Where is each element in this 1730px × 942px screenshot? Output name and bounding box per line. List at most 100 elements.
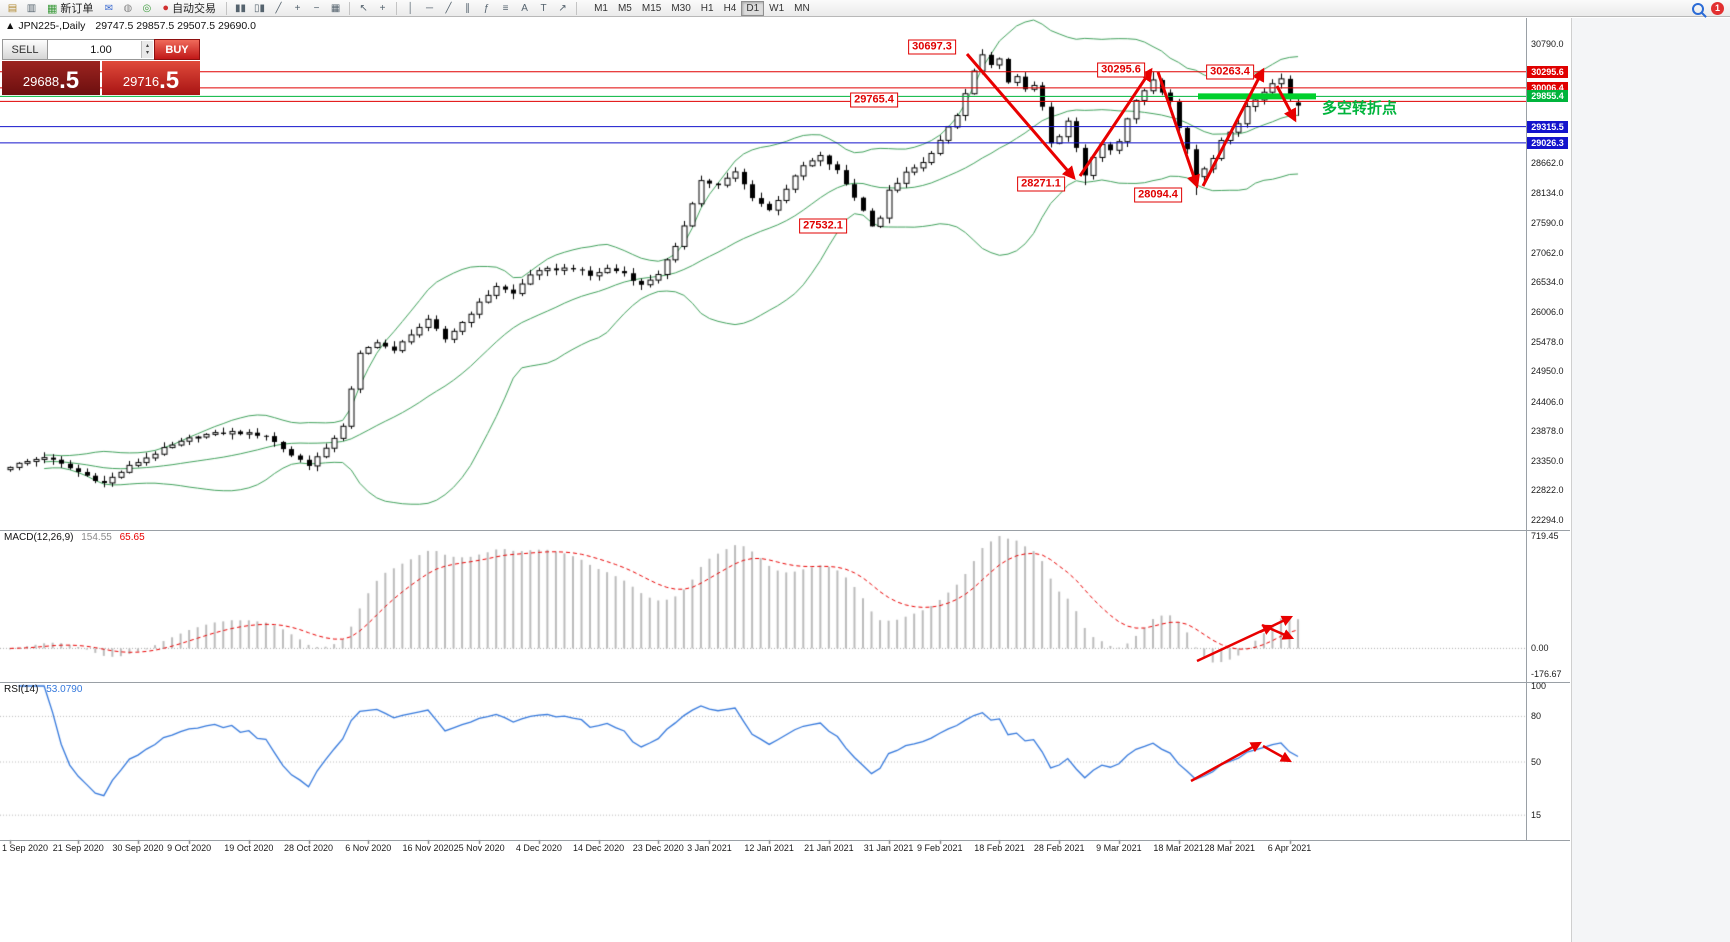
time-axis-label: 9 Mar 2021 [1096,843,1142,853]
price-annotation-28094.4[interactable]: 28094.4 [1134,187,1182,203]
toolbar-separator [226,1,228,15]
autotrade-button[interactable]: ● 自动交易 [157,1,221,16]
rsi-name: RSI(14) [4,684,39,695]
price-axis-badge-support: 29315.5 [1527,120,1568,133]
price-axis-badge-resistance: 30295.6 [1527,65,1568,78]
new-order-button-label: 新订单 [60,3,94,15]
candlestick-type-icon[interactable]: ▯▮ [254,2,266,14]
time-axis-label: 28 Feb 2021 [1033,843,1085,853]
price-annotation-30697.3[interactable]: 30697.3 [908,39,956,55]
market-watch-icon[interactable]: ✉ [104,2,114,14]
label-icon[interactable]: T [540,2,547,14]
price-axis-label: 23878.0 [1531,426,1564,437]
sell-price-frac: .5 [59,67,80,94]
rsi-value: 53.0790 [46,684,83,695]
toolbar-separator [576,1,578,15]
new-order-button[interactable]: ▦ 新订单 [42,1,98,16]
price-annotation-27532.1[interactable]: 27532.1 [799,218,847,234]
sell-price-panel[interactable]: 29688 .5 [2,61,100,95]
macd-panel-separator[interactable] [0,530,1570,531]
new-chart-icon[interactable]: ▤ [7,2,18,14]
profiles-icon[interactable]: ▥ [26,2,37,14]
rsi-scale-label: 80 [1531,711,1542,722]
price-axis-badge-support: 29026.3 [1527,136,1568,149]
trendline-icon[interactable]: ╱ [445,2,452,14]
buy-price-panel[interactable]: 29716 .5 [102,61,200,95]
time-axis-label: 21 Jan 2021 [804,843,854,853]
timeframe-d1[interactable]: D1 [741,0,765,16]
time-axis-label: 3 Jan 2021 [687,843,732,853]
search-icon[interactable] [1692,2,1704,15]
time-axis-label: 4 Dec 2020 [515,843,562,853]
shapes-icon[interactable]: ≡ [502,2,509,14]
text-icon[interactable]: A [521,2,528,14]
price-annotation-29765.4[interactable]: 29765.4 [850,92,898,108]
buy-button[interactable]: BUY [154,39,200,60]
arrow-tool-icon[interactable]: ↗ [558,2,567,14]
price-annotation-30263.4[interactable]: 30263.4 [1206,64,1254,80]
timeframe-h4[interactable]: H4 [723,2,737,14]
rsi-panel-separator[interactable] [0,682,1570,683]
timeframe-m5[interactable]: M5 [617,2,632,14]
toolbar-separator [349,1,351,15]
channel-icon[interactable]: ∥ [465,2,471,14]
price-axis-border [1526,18,1527,840]
fibonacci-icon[interactable]: ƒ [483,2,490,14]
ohlc-values: 29747.5 29857.5 29507.5 29690.0 [95,20,256,32]
price-axis-label: 25478.0 [1531,336,1564,347]
toolbar-buttons: ▤ ▥ ▦ 新订单 ✉ ◍ ◎ ● 自动交易 ▮▮ ▯▮ ╱ + − ▦ ↖ + │ ─ ╱ ∥ ƒ ≡ A T ↗ [3,1,581,16]
collapse-triangle-icon[interactable]: ▲ [5,20,16,32]
timeframe-m30[interactable]: M30 [671,2,691,14]
time-axis-label: 23 Dec 2020 [632,843,684,853]
pivot-point-label[interactable]: 多空转折点 [1322,100,1398,117]
buy-price-frac: .5 [159,67,180,94]
macd-signal-value: 65.65 [119,532,145,543]
rsi-scale-label: 15 [1531,810,1542,821]
zoom-in-icon[interactable]: + [294,2,301,14]
timeframe-m15[interactable]: M15 [641,2,662,14]
timeframe-h1[interactable]: H1 [700,2,714,14]
time-axis-label: 6 Apr 2021 [1267,843,1312,853]
time-axis-label: 28 Mar 2021 [1204,843,1256,853]
crosshair-icon[interactable]: + [379,2,386,14]
time-axis-label: 21 Sep 2020 [52,843,104,853]
volume-input[interactable]: 1.00 ▴ ▾ [48,39,154,60]
tile-windows-icon[interactable]: ▦ [330,2,341,14]
horizontal-line-icon[interactable]: ─ [426,2,434,14]
zoom-out-icon[interactable]: − [313,2,320,14]
sell-price-main: 29688 [22,74,60,89]
time-axis-label: 19 Oct 2020 [224,843,274,853]
time-axis-label: 14 Dec 2020 [573,843,625,853]
timeframe-w1[interactable]: W1 [769,2,785,14]
macd-main-value: 154.55 [81,532,112,543]
time-axis-label: 30 Sep 2020 [112,843,164,853]
price-annotation-28271.1[interactable]: 28271.1 [1017,176,1065,192]
strategy-tester-icon[interactable]: ◎ [142,2,152,14]
notification-badge[interactable]: 1 [1711,2,1724,15]
price-annotation-30295.6[interactable]: 30295.6 [1097,62,1145,78]
timeframe-m1[interactable]: M1 [594,2,608,14]
price-axis-label: 30790.0 [1531,39,1564,49]
volume-stepper[interactable]: ▴ ▾ [141,41,153,58]
toolbar-right: 1 [1692,2,1724,15]
price-axis-label: 28662.0 [1531,158,1564,169]
time-axis-label: 31 Jan 2021 [863,843,914,853]
time-axis-label: 28 Oct 2020 [284,843,334,853]
data-window-icon[interactable]: ◍ [123,2,133,14]
line-chart-type-icon[interactable]: ╱ [275,2,282,14]
volume-value: 1.00 [90,43,112,56]
bar-chart-type-icon[interactable]: ▮▮ [235,2,247,14]
sell-button[interactable]: SELL [2,39,48,60]
price-axis-label: 26534.0 [1531,277,1564,288]
toolbar-separator [396,1,398,15]
price-axis-label: 22294.0 [1531,515,1564,525]
vertical-line-icon[interactable]: │ [407,2,414,14]
chart-symbol-header: ▲ JPN225-,Daily 29747.5 29857.5 29507.5 … [5,20,256,32]
cursor-icon[interactable]: ↖ [359,2,368,14]
macd-name: MACD(12,26,9) [4,532,74,543]
timeframe-mn[interactable]: MN [794,2,810,14]
symbol-title: JPN225-,Daily [18,20,86,32]
price-axis-label: 26006.0 [1531,307,1564,318]
time-axis-label: 16 Nov 2020 [402,843,454,853]
